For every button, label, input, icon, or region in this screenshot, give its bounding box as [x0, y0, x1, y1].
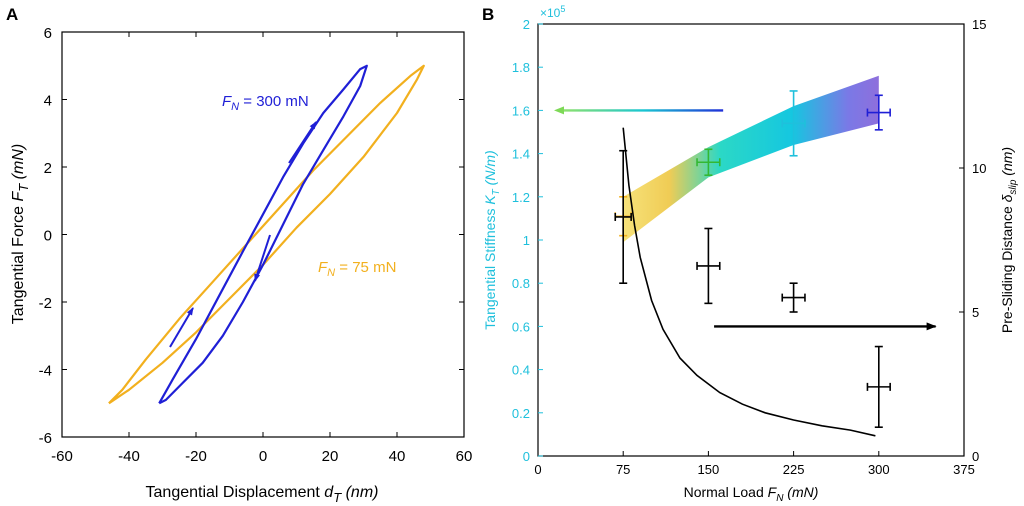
- slip-point: [781, 282, 806, 313]
- x-tick-label: -40: [118, 448, 140, 465]
- panel-a-label: A: [6, 5, 18, 24]
- reloading-arrow-icon: [169, 307, 194, 348]
- x-tick-label: 20: [322, 448, 339, 465]
- y-left-tick-label: 0: [523, 449, 530, 464]
- label-75mn: FN = 75 mN: [318, 259, 396, 279]
- loading-arrow-icon: [288, 121, 317, 164]
- series-75mn-loop: [108, 64, 425, 405]
- x-tick-label: 75: [616, 462, 630, 477]
- x-tick-label: 150: [698, 462, 720, 477]
- stiffness-point: [781, 90, 806, 157]
- y-tick-label: 4: [44, 93, 52, 110]
- y-left-tick-label: 1.4: [512, 147, 530, 162]
- slip-point: [614, 149, 632, 285]
- y-tick-label: -6: [39, 430, 52, 447]
- x-tick-label: 300: [868, 462, 890, 477]
- x-tick-label: -20: [185, 448, 207, 465]
- y-right-tick-label: 15: [972, 17, 986, 32]
- slip-fit-curve: [622, 127, 876, 437]
- x-tick-label: 0: [534, 462, 541, 477]
- y-tick-label: 6: [44, 25, 52, 42]
- y-left-tick-label: 0.6: [512, 319, 530, 334]
- y-left-tick-label: 2: [523, 17, 530, 32]
- series-300mn-loop: [158, 64, 368, 405]
- y-left-tick-label: 1.6: [512, 103, 530, 118]
- y-tick-label: 2: [44, 160, 52, 177]
- unloading-arrow-icon: [254, 234, 271, 282]
- x-tick-label: 225: [783, 462, 805, 477]
- panel-b: B ×105 0 75 150 225 300 37500.20.40.60.811.21…: [482, 4, 1019, 504]
- stiffness-band: [623, 75, 879, 243]
- y-left-tick-label: 0.2: [512, 406, 530, 421]
- y-left-tick-label: 1.8: [512, 60, 530, 75]
- slip-points: [614, 149, 891, 429]
- panel-a-xlabel: Tangential Displacement dT (nm): [146, 484, 379, 505]
- x-tick-label: 60: [456, 448, 473, 465]
- x-tick-label: 375: [953, 462, 975, 477]
- y-right-tick-label: 0: [972, 449, 979, 464]
- x-tick-label: -60: [51, 448, 73, 465]
- panel-b-label: B: [482, 5, 494, 24]
- y-right-tick-label: 5: [972, 305, 979, 320]
- y-tick-label: -4: [39, 363, 52, 380]
- y-tick-label: 0: [44, 228, 52, 245]
- panel-a-series: [108, 64, 425, 405]
- y-left-tick-label: 1: [523, 233, 530, 248]
- y-tick-label: -2: [39, 295, 52, 312]
- y-left-tick-label: 0.4: [512, 363, 530, 378]
- y-left-tick-label: 1.2: [512, 190, 530, 205]
- panel-b-xlabel: Normal Load FN (mN): [684, 484, 819, 504]
- panel-a-ylabel: Tangential Force FT (mN): [10, 144, 31, 324]
- x-tick-label: 40: [389, 448, 406, 465]
- panel-b-ylabel-right: Pre-Sliding Distance δslip (nm): [999, 147, 1019, 333]
- panel-b-ticks: 0 75 150 225 300 37500.20.40.60.811.21.41.61.…: [512, 17, 987, 477]
- y-left-tick-label: 0.8: [512, 276, 530, 291]
- panel-b-axes-box: [537, 23, 965, 457]
- label-300mn: FN = 300 mN: [222, 93, 309, 113]
- slip-point: [866, 345, 891, 429]
- panel-b-ylabel-left: Tangential Stiffness KT (N/m): [482, 150, 502, 329]
- stiffness-point: [866, 94, 891, 131]
- stiffness-point: [696, 148, 721, 176]
- y-right-tick-label: 10: [972, 161, 986, 176]
- slip-point: [696, 227, 721, 305]
- multiplier-label: ×105: [540, 4, 565, 20]
- x-tick-label: 0: [259, 448, 267, 465]
